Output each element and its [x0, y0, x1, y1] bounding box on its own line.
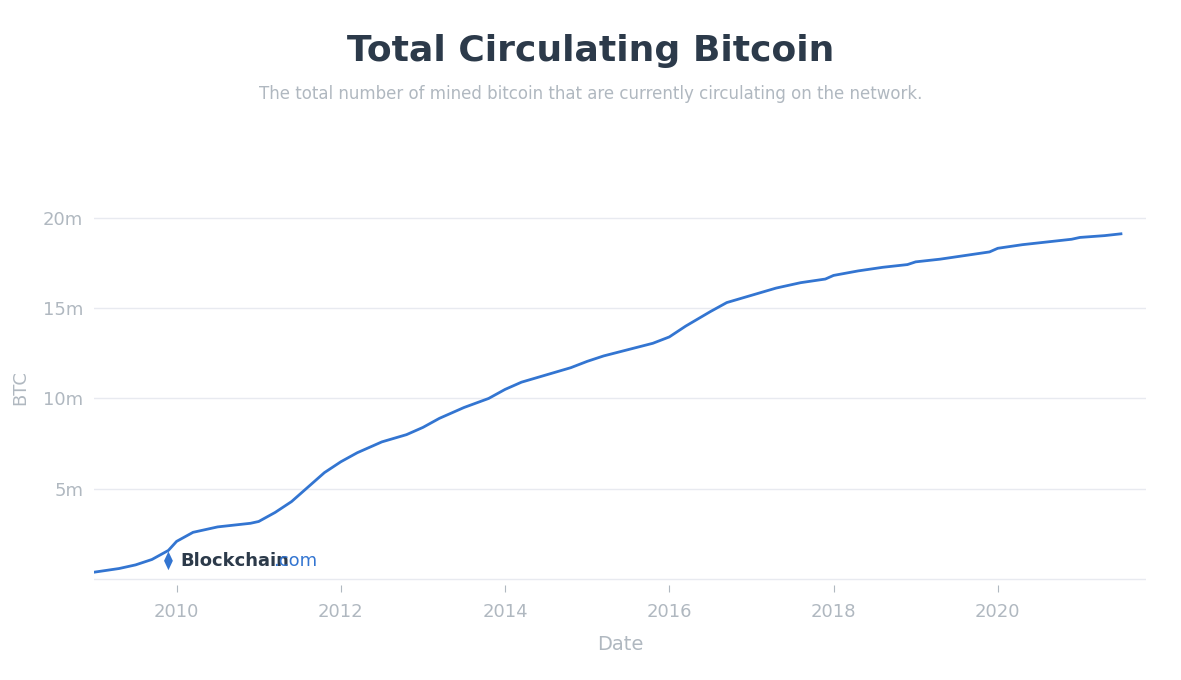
Text: .com: .com	[274, 552, 318, 570]
Text: The total number of mined bitcoin that are currently circulating on the network.: The total number of mined bitcoin that a…	[259, 85, 922, 103]
Text: ⧫: ⧫	[164, 551, 174, 571]
X-axis label: Date: Date	[596, 634, 644, 653]
Y-axis label: BTC: BTC	[11, 370, 30, 405]
Text: Blockchain: Blockchain	[181, 552, 289, 570]
Text: Total Circulating Bitcoin: Total Circulating Bitcoin	[347, 34, 834, 68]
